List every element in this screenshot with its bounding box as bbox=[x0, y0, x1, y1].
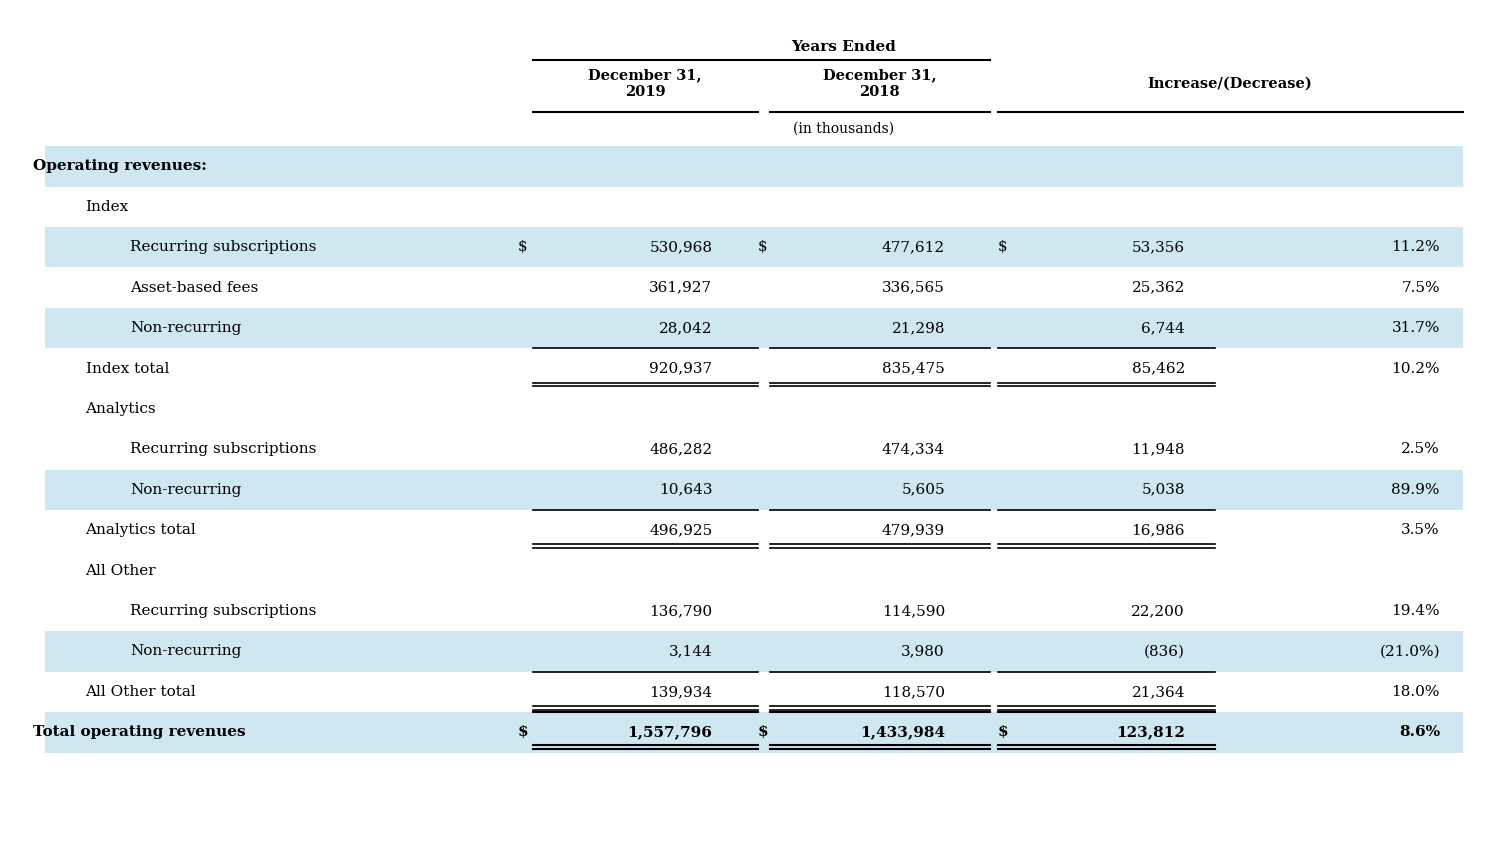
Text: 114,590: 114,590 bbox=[882, 604, 945, 618]
Text: $: $ bbox=[998, 240, 1006, 255]
Text: 1,557,796: 1,557,796 bbox=[627, 725, 712, 740]
Bar bbox=[45, 550, 1462, 591]
Text: $: $ bbox=[518, 240, 526, 255]
Text: All Other total: All Other total bbox=[86, 685, 196, 699]
Text: 21,298: 21,298 bbox=[891, 321, 945, 335]
Bar bbox=[45, 631, 1462, 672]
Text: 5,605: 5,605 bbox=[902, 482, 945, 497]
Text: 136,790: 136,790 bbox=[650, 604, 712, 618]
Bar bbox=[45, 429, 1462, 470]
Text: (in thousands): (in thousands) bbox=[794, 122, 894, 136]
Text: $: $ bbox=[758, 725, 768, 740]
Text: Asset-based fees: Asset-based fees bbox=[130, 280, 258, 295]
Text: (836): (836) bbox=[1144, 644, 1185, 659]
Bar bbox=[45, 146, 1462, 187]
Text: December 31,
2018: December 31, 2018 bbox=[824, 68, 936, 99]
Text: 123,812: 123,812 bbox=[1116, 725, 1185, 740]
Bar bbox=[45, 348, 1462, 389]
Bar bbox=[45, 510, 1462, 550]
Text: Non-recurring: Non-recurring bbox=[130, 644, 242, 659]
Text: 21,364: 21,364 bbox=[1131, 685, 1185, 699]
Text: Index: Index bbox=[86, 200, 129, 214]
Text: 336,565: 336,565 bbox=[882, 280, 945, 295]
Text: 28,042: 28,042 bbox=[658, 321, 712, 335]
Text: Non-recurring: Non-recurring bbox=[130, 321, 242, 335]
Text: Analytics total: Analytics total bbox=[86, 523, 196, 538]
Bar bbox=[45, 267, 1462, 308]
Text: 25,362: 25,362 bbox=[1131, 280, 1185, 295]
Bar bbox=[45, 389, 1462, 429]
Text: $: $ bbox=[758, 240, 766, 255]
Bar bbox=[45, 470, 1462, 510]
Text: 530,968: 530,968 bbox=[650, 240, 712, 255]
Text: 31.7%: 31.7% bbox=[1392, 321, 1440, 335]
Text: 8.6%: 8.6% bbox=[1400, 725, 1440, 740]
Text: 1,433,984: 1,433,984 bbox=[859, 725, 945, 740]
Text: 2.5%: 2.5% bbox=[1401, 442, 1440, 457]
Text: 139,934: 139,934 bbox=[650, 685, 712, 699]
Text: 19.4%: 19.4% bbox=[1392, 604, 1440, 618]
Text: 85,462: 85,462 bbox=[1131, 361, 1185, 376]
Text: 7.5%: 7.5% bbox=[1401, 280, 1440, 295]
Text: 11.2%: 11.2% bbox=[1392, 240, 1440, 255]
Text: 3,980: 3,980 bbox=[902, 644, 945, 659]
Text: 474,334: 474,334 bbox=[882, 442, 945, 457]
Text: 22,200: 22,200 bbox=[1131, 604, 1185, 618]
Text: 89.9%: 89.9% bbox=[1392, 482, 1440, 497]
Text: Recurring subscriptions: Recurring subscriptions bbox=[130, 240, 316, 255]
Text: 16,986: 16,986 bbox=[1131, 523, 1185, 538]
Bar bbox=[45, 591, 1462, 631]
Text: December 31,
2019: December 31, 2019 bbox=[588, 68, 702, 99]
Text: 53,356: 53,356 bbox=[1132, 240, 1185, 255]
Text: Years Ended: Years Ended bbox=[792, 40, 895, 54]
Text: Non-recurring: Non-recurring bbox=[130, 482, 242, 497]
Text: 6,744: 6,744 bbox=[1142, 321, 1185, 335]
Text: 3.5%: 3.5% bbox=[1401, 523, 1440, 538]
Text: Analytics: Analytics bbox=[86, 402, 156, 416]
Bar bbox=[45, 227, 1462, 267]
Bar bbox=[45, 308, 1462, 348]
Text: (21.0%): (21.0%) bbox=[1380, 644, 1440, 659]
Bar bbox=[45, 34, 1462, 146]
Bar bbox=[45, 712, 1462, 752]
Text: Increase/(Decrease): Increase/(Decrease) bbox=[1148, 77, 1312, 90]
Text: 361,927: 361,927 bbox=[650, 280, 712, 295]
Text: Recurring subscriptions: Recurring subscriptions bbox=[130, 604, 316, 618]
Text: 486,282: 486,282 bbox=[650, 442, 712, 457]
Bar bbox=[45, 672, 1462, 712]
Bar bbox=[45, 187, 1462, 227]
Text: 5,038: 5,038 bbox=[1142, 482, 1185, 497]
Text: Index total: Index total bbox=[86, 361, 170, 376]
Text: 496,925: 496,925 bbox=[650, 523, 712, 538]
Text: 10.2%: 10.2% bbox=[1392, 361, 1440, 376]
Text: Recurring subscriptions: Recurring subscriptions bbox=[130, 442, 316, 457]
Text: 18.0%: 18.0% bbox=[1392, 685, 1440, 699]
Text: All Other: All Other bbox=[86, 563, 156, 578]
Text: 118,570: 118,570 bbox=[882, 685, 945, 699]
Text: 835,475: 835,475 bbox=[882, 361, 945, 376]
Text: 479,939: 479,939 bbox=[882, 523, 945, 538]
Text: 477,612: 477,612 bbox=[882, 240, 945, 255]
Text: 10,643: 10,643 bbox=[658, 482, 712, 497]
Text: 3,144: 3,144 bbox=[669, 644, 712, 659]
Text: 11,948: 11,948 bbox=[1131, 442, 1185, 457]
Text: Operating revenues:: Operating revenues: bbox=[33, 159, 207, 174]
Text: $: $ bbox=[518, 725, 528, 740]
Text: Total operating revenues: Total operating revenues bbox=[33, 725, 246, 740]
Text: 920,937: 920,937 bbox=[650, 361, 712, 376]
Text: $: $ bbox=[998, 725, 1008, 740]
